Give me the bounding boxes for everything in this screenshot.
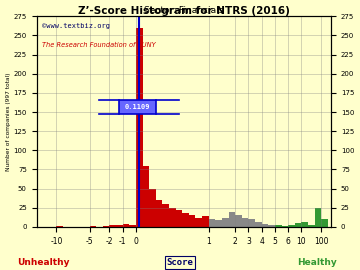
Text: Score: Score bbox=[167, 258, 193, 267]
Bar bbox=[90, 226, 96, 227]
Bar bbox=[136, 28, 143, 227]
Bar bbox=[162, 204, 169, 227]
Bar bbox=[156, 200, 162, 227]
Text: 0.1109: 0.1109 bbox=[125, 104, 150, 110]
Bar bbox=[189, 215, 195, 227]
Bar bbox=[315, 208, 321, 227]
Bar bbox=[215, 220, 222, 227]
Bar bbox=[123, 224, 129, 227]
Bar bbox=[209, 219, 215, 227]
Text: Unhealthy: Unhealthy bbox=[17, 258, 69, 267]
Bar bbox=[229, 211, 235, 227]
Bar bbox=[202, 216, 209, 227]
Bar bbox=[248, 219, 255, 227]
Bar bbox=[262, 224, 268, 227]
Bar bbox=[255, 222, 262, 227]
Bar bbox=[143, 166, 149, 227]
Bar bbox=[242, 218, 248, 227]
Bar bbox=[109, 225, 116, 227]
Bar bbox=[321, 219, 328, 227]
Text: The Research Foundation of SUNY: The Research Foundation of SUNY bbox=[42, 42, 156, 48]
Bar bbox=[222, 218, 229, 227]
Bar bbox=[169, 208, 176, 227]
Bar bbox=[235, 215, 242, 227]
Bar bbox=[176, 210, 182, 227]
Text: Healthy: Healthy bbox=[297, 258, 337, 267]
Text: Sector: Financials: Sector: Financials bbox=[144, 6, 224, 15]
Bar bbox=[282, 226, 288, 227]
Bar bbox=[195, 218, 202, 227]
Bar bbox=[295, 223, 301, 227]
Bar bbox=[301, 222, 308, 227]
Bar bbox=[182, 213, 189, 227]
Text: ©www.textbiz.org: ©www.textbiz.org bbox=[42, 23, 111, 29]
Bar bbox=[288, 225, 295, 227]
FancyBboxPatch shape bbox=[119, 100, 156, 114]
Bar bbox=[129, 225, 136, 227]
Title: Z’-Score Histogram for NTRS (2016): Z’-Score Histogram for NTRS (2016) bbox=[78, 6, 290, 16]
Y-axis label: Number of companies (997 total): Number of companies (997 total) bbox=[5, 72, 10, 171]
Bar bbox=[149, 188, 156, 227]
Bar bbox=[308, 225, 315, 227]
Bar bbox=[103, 226, 109, 227]
Bar bbox=[57, 226, 63, 227]
Bar bbox=[268, 225, 275, 227]
Bar bbox=[275, 225, 282, 227]
Bar bbox=[116, 225, 123, 227]
